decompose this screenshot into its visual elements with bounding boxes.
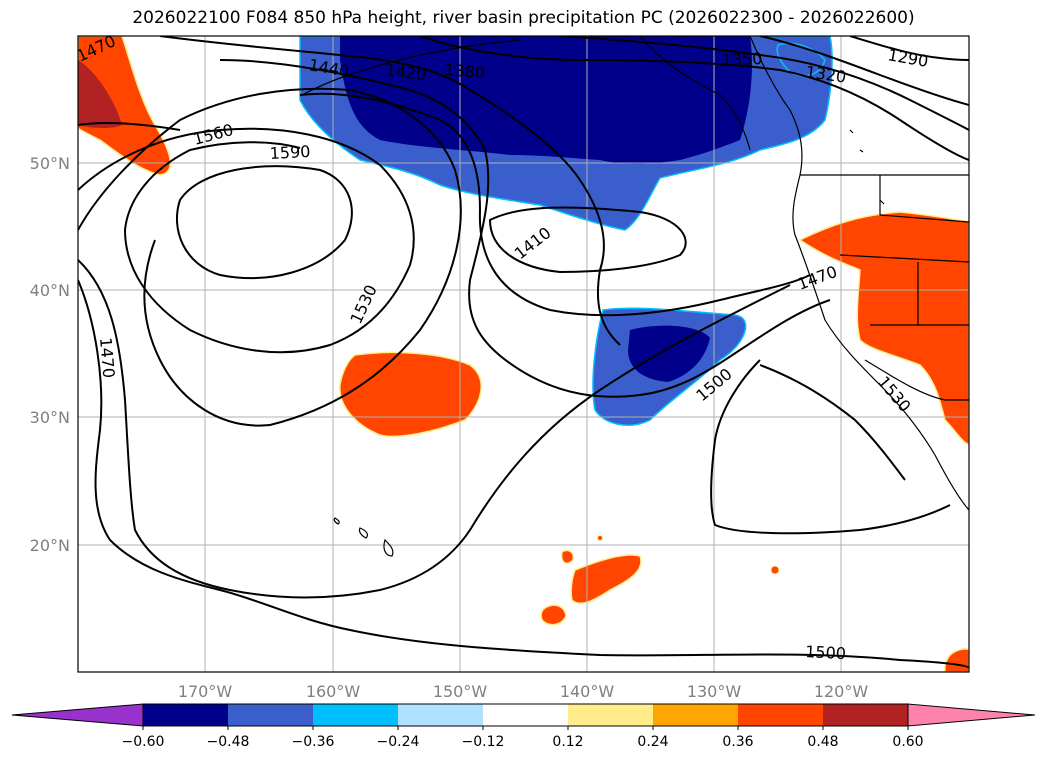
colorbar-extend-low (11, 703, 144, 727)
contour-label: 1470 (96, 337, 118, 379)
colorbar-bin (228, 704, 313, 726)
contour-1500-central (159, 36, 621, 346)
colorbar-tick-label: −0.12 (462, 734, 505, 750)
colorbar-extend-high (907, 703, 1036, 727)
height-contours (78, 36, 969, 669)
colorbar-tick-label: −0.36 (292, 734, 335, 750)
lat-tick: 30°N (30, 408, 70, 427)
map-title: 2026022100 F084 850 hPa height, river ba… (132, 8, 915, 28)
contour-1500-south (759, 364, 906, 481)
coastlines (299, 36, 969, 557)
lon-tick: 150°W (433, 682, 488, 701)
colorbar-tick-label: 0.48 (807, 734, 838, 750)
colorbar-tick-label: 0.36 (722, 734, 753, 750)
lon-tick: 160°W (306, 682, 361, 701)
precip-positive-fills (78, 36, 969, 672)
contour-label: 1350 (721, 49, 763, 70)
colorbar-bin (143, 704, 228, 726)
longitude-ticks: 170°W 160°W 150°W 140°W 130°W 120°W (178, 682, 869, 701)
contour-label: 1380 (444, 60, 486, 82)
lon-tick: 140°W (560, 682, 615, 701)
contour-label: 1500 (805, 642, 847, 663)
lat-tick: 20°N (30, 536, 70, 555)
colorbar-tick-label: −0.24 (377, 734, 420, 750)
orange-anomaly-west-us (798, 211, 969, 446)
red-anomaly-northwest (78, 60, 122, 129)
lat-tick: 40°N (30, 281, 70, 300)
latitude-ticks: 50°N 40°N 30°N 20°N (30, 154, 70, 555)
colorbar-bin (568, 704, 653, 726)
map-area: 1470 1440 1420 1380 1350 1320 1290 1560 … (78, 36, 969, 672)
contour-1530 (78, 87, 462, 427)
orange-anomaly-dot-2 (597, 535, 603, 541)
contour-label: 1590 (269, 142, 311, 163)
contour-1560 (78, 127, 415, 354)
colorbar-tick-label: 0.24 (637, 734, 668, 750)
contour-1500-southeast (710, 359, 951, 535)
lon-tick: 120°W (814, 682, 869, 701)
graticule (78, 36, 969, 672)
map-frame (77, 35, 970, 673)
contour-1290 (849, 36, 969, 61)
colorbar-bin (483, 704, 568, 726)
colorbar-bin (313, 704, 398, 726)
contour-1500-west (78, 259, 791, 599)
colorbar-tick-label: 0.12 (552, 734, 583, 750)
darkblue-anomaly-central (628, 325, 710, 382)
orange-anomaly-hawaii-2 (540, 604, 567, 626)
lon-tick: 170°W (178, 682, 233, 701)
darkblue-anomaly-north (340, 36, 752, 164)
contour-1560-nw (78, 121, 181, 131)
colorbar-bin (398, 704, 483, 726)
lon-tick: 130°W (687, 682, 742, 701)
contour-1320 (759, 36, 969, 106)
contour-1470-central (219, 59, 831, 398)
colorbar-tick-label: 0.60 (892, 734, 923, 750)
colorbar-tick-label: −0.48 (207, 734, 250, 750)
contour-1410-closed (488, 206, 687, 274)
contour-1440 (299, 92, 811, 317)
contour-1590-closed (175, 165, 353, 279)
contour-1350 (559, 36, 969, 131)
colorbar-bin (738, 704, 823, 726)
lat-tick: 50°N (30, 154, 70, 173)
orange-anomaly-hawaii-3 (560, 549, 575, 565)
contour-1380 (419, 36, 969, 161)
colorbar-outline (142, 703, 909, 727)
contour-1470-west (78, 279, 969, 669)
orange-anomaly-northwest (78, 36, 172, 176)
colorbar-bin (653, 704, 738, 726)
orange-anomaly-hawaii-1 (570, 554, 642, 604)
colorbar-bin (823, 704, 908, 726)
colorbar: −0.60 −0.48 −0.36 −0.24 −0.12 0.12 0.24 0.36 0.4… (11, 703, 1036, 750)
colorbar-tick-label: −0.60 (122, 734, 165, 750)
orange-anomaly-dot (770, 565, 780, 575)
